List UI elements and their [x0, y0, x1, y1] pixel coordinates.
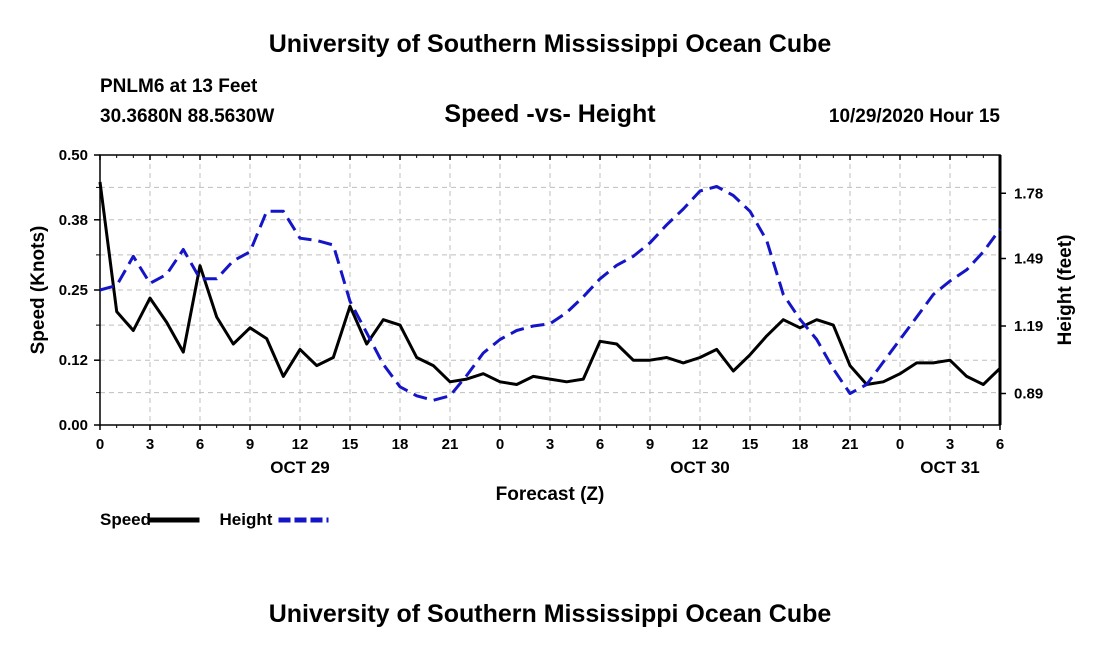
- forecast-timestamp: 10/29/2020 Hour 15: [828, 106, 1000, 127]
- x-tick-label: 9: [246, 436, 254, 453]
- x-tick-label: 3: [946, 436, 954, 453]
- x-tick-label: 6: [596, 436, 604, 453]
- y-left-tick-label: 0.25: [59, 282, 88, 299]
- legend-label: Speed: [100, 510, 151, 529]
- chart-title: Speed -vs- Height: [444, 100, 656, 128]
- y-right-tick-label: 1.19: [1014, 318, 1043, 335]
- footer-title: University of Southern Mississippi Ocean…: [268, 600, 832, 628]
- x-tick-label: 6: [996, 436, 1004, 453]
- x-tick-label: 18: [392, 436, 409, 453]
- x-axis-title: Forecast (Z): [496, 484, 605, 505]
- station-label: PNLM6 at 13 Feet: [100, 76, 258, 97]
- y-right-tick-label: 1.78: [1014, 185, 1043, 202]
- day-label: OCT 31: [920, 458, 980, 477]
- y-right-tick-label: 1.49: [1014, 251, 1043, 268]
- legend-label: Height: [220, 510, 273, 529]
- x-tick-label: 3: [146, 436, 154, 453]
- y-right-axis-title: Height (feet): [1055, 235, 1076, 346]
- station-coords: 30.3680N 88.5630W: [100, 106, 275, 127]
- x-tick-label: 21: [842, 436, 859, 453]
- x-tick-label: 21: [442, 436, 459, 453]
- x-tick-label: 0: [896, 436, 904, 453]
- x-tick-label: 15: [342, 436, 359, 453]
- speed-series-line: [98, 181, 1002, 386]
- x-tick-label: 3: [546, 436, 554, 453]
- height-series-line: [99, 185, 1002, 402]
- x-tick-label: 9: [646, 436, 654, 453]
- x-tick-label: 6: [196, 436, 204, 453]
- x-tick-label: 0: [96, 436, 104, 453]
- y-right-tick-label: 0.89: [1014, 386, 1043, 403]
- y-left-axis-title: Speed (Knots): [28, 226, 49, 355]
- y-left-tick-label: 0.12: [59, 352, 88, 369]
- x-tick-label: 18: [792, 436, 809, 453]
- day-label: OCT 29: [270, 458, 330, 477]
- y-left-tick-label: 0.00: [59, 417, 88, 434]
- x-tick-label: 0: [496, 436, 504, 453]
- day-label: OCT 30: [670, 458, 730, 477]
- page-title: University of Southern Mississippi Ocean…: [268, 30, 832, 58]
- x-tick-label: 15: [742, 436, 759, 453]
- x-tick-label: 12: [292, 436, 309, 453]
- x-tick-label: 12: [692, 436, 709, 453]
- y-left-tick-label: 0.50: [59, 147, 88, 164]
- y-left-tick-label: 0.38: [59, 212, 88, 229]
